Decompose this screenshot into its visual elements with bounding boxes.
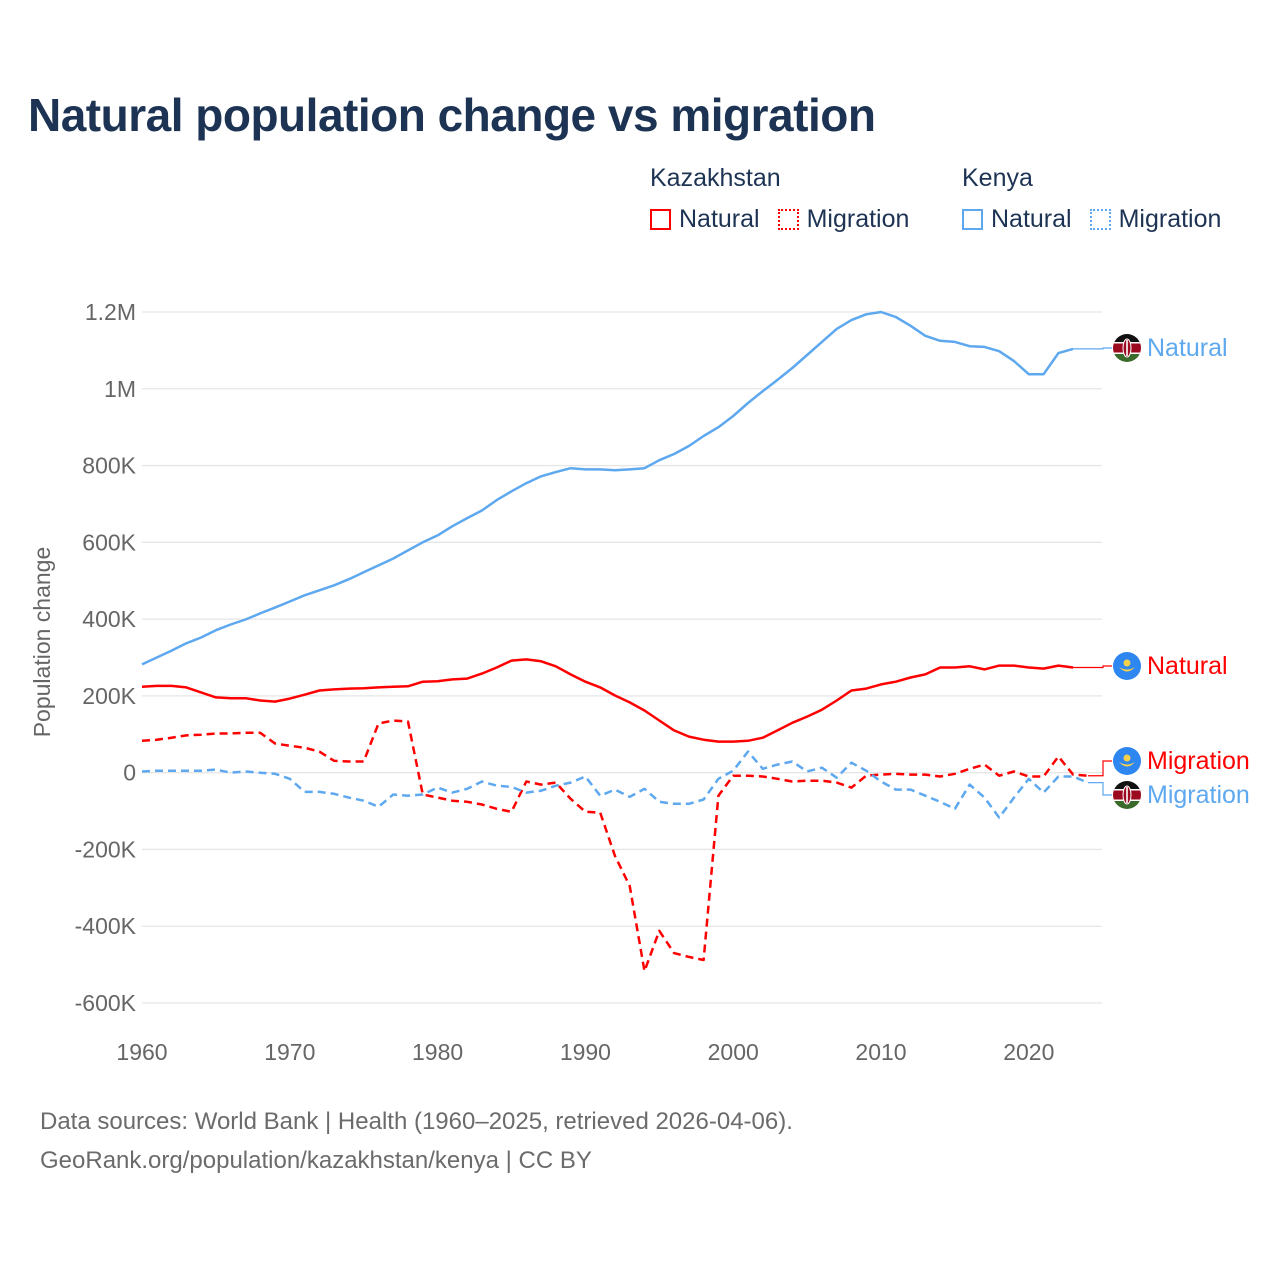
- kazakhstan-flag-icon: [1113, 747, 1141, 775]
- kazakhstan-flag-icon: [1113, 652, 1141, 680]
- solid-swatch-icon: [650, 209, 671, 230]
- y-tick-label: 800K: [82, 453, 136, 479]
- x-tick-label: 1980: [412, 1039, 463, 1065]
- chart-title: Natural population change vs migration: [28, 89, 876, 141]
- label-connector: [1073, 665, 1112, 669]
- legend-item-kazakhstan-migration[interactable]: Migration: [777, 205, 910, 234]
- series-end-label: Natural: [1147, 334, 1228, 362]
- solid-swatch-icon: [962, 209, 983, 230]
- label-connector: [1073, 347, 1112, 350]
- legend-label: Migration: [1118, 205, 1222, 233]
- x-tick-label: 2010: [855, 1039, 906, 1065]
- y-tick-label: -200K: [75, 836, 137, 862]
- series-line-kazakhstan-natural: [141, 658, 1074, 743]
- y-tick-label: 600K: [82, 529, 136, 555]
- legend-label: Migration: [806, 205, 910, 233]
- y-tick-label: 200K: [82, 683, 136, 709]
- y-tick-label: 1M: [104, 376, 136, 402]
- legend-label: Natural: [991, 205, 1072, 233]
- x-tick-label: 1970: [264, 1039, 315, 1065]
- y-tick-label: 0: [123, 760, 136, 786]
- legend-item-kazakhstan-natural[interactable]: Natural: [650, 205, 760, 234]
- kenya-flag-icon: [1112, 333, 1142, 363]
- y-axis-title: Population change: [29, 547, 55, 738]
- x-tick-label: 2000: [708, 1039, 759, 1065]
- legend-label: Natural: [679, 205, 760, 233]
- kenya-flag-icon: [1112, 780, 1142, 810]
- y-tick-label: 400K: [82, 606, 136, 632]
- x-tick-label: 2020: [1003, 1039, 1054, 1065]
- legend-kenya-items: Natural Migration: [962, 205, 1239, 234]
- label-connector: [1087, 782, 1112, 796]
- series-end-label: Migration: [1147, 781, 1250, 809]
- legend-group-kazakhstan: Kazakhstan: [650, 164, 781, 192]
- series-line-kazakhstan-migration: [141, 719, 1088, 973]
- series-line-kenya-migration: [141, 750, 1089, 819]
- y-tick-label: -400K: [75, 913, 137, 939]
- legend-item-kenya-natural[interactable]: Natural: [962, 205, 1072, 234]
- x-tick-label: 1990: [560, 1039, 611, 1065]
- x-tick-label: 1960: [116, 1039, 167, 1065]
- footer-link[interactable]: GeoRank.org/population/kazakhstan/kenya …: [40, 1147, 592, 1174]
- footer-sources: Data sources: World Bank | Health (1960–…: [40, 1108, 793, 1135]
- y-tick-label: -600K: [75, 990, 137, 1016]
- legend-item-kenya-migration[interactable]: Migration: [1089, 205, 1222, 234]
- series-end-label: Natural: [1147, 652, 1228, 680]
- dotted-swatch-icon: [777, 209, 799, 230]
- legend-group-kenya: Kenya: [962, 164, 1033, 192]
- y-tick-label: 1.2M: [85, 299, 136, 325]
- label-connector: [1087, 760, 1112, 777]
- series-line-kenya-natural: [141, 310, 1074, 666]
- dotted-swatch-icon: [1089, 209, 1111, 230]
- legend-kazakhstan-items: Natural Migration: [650, 205, 927, 234]
- series-end-label: Migration: [1147, 747, 1250, 775]
